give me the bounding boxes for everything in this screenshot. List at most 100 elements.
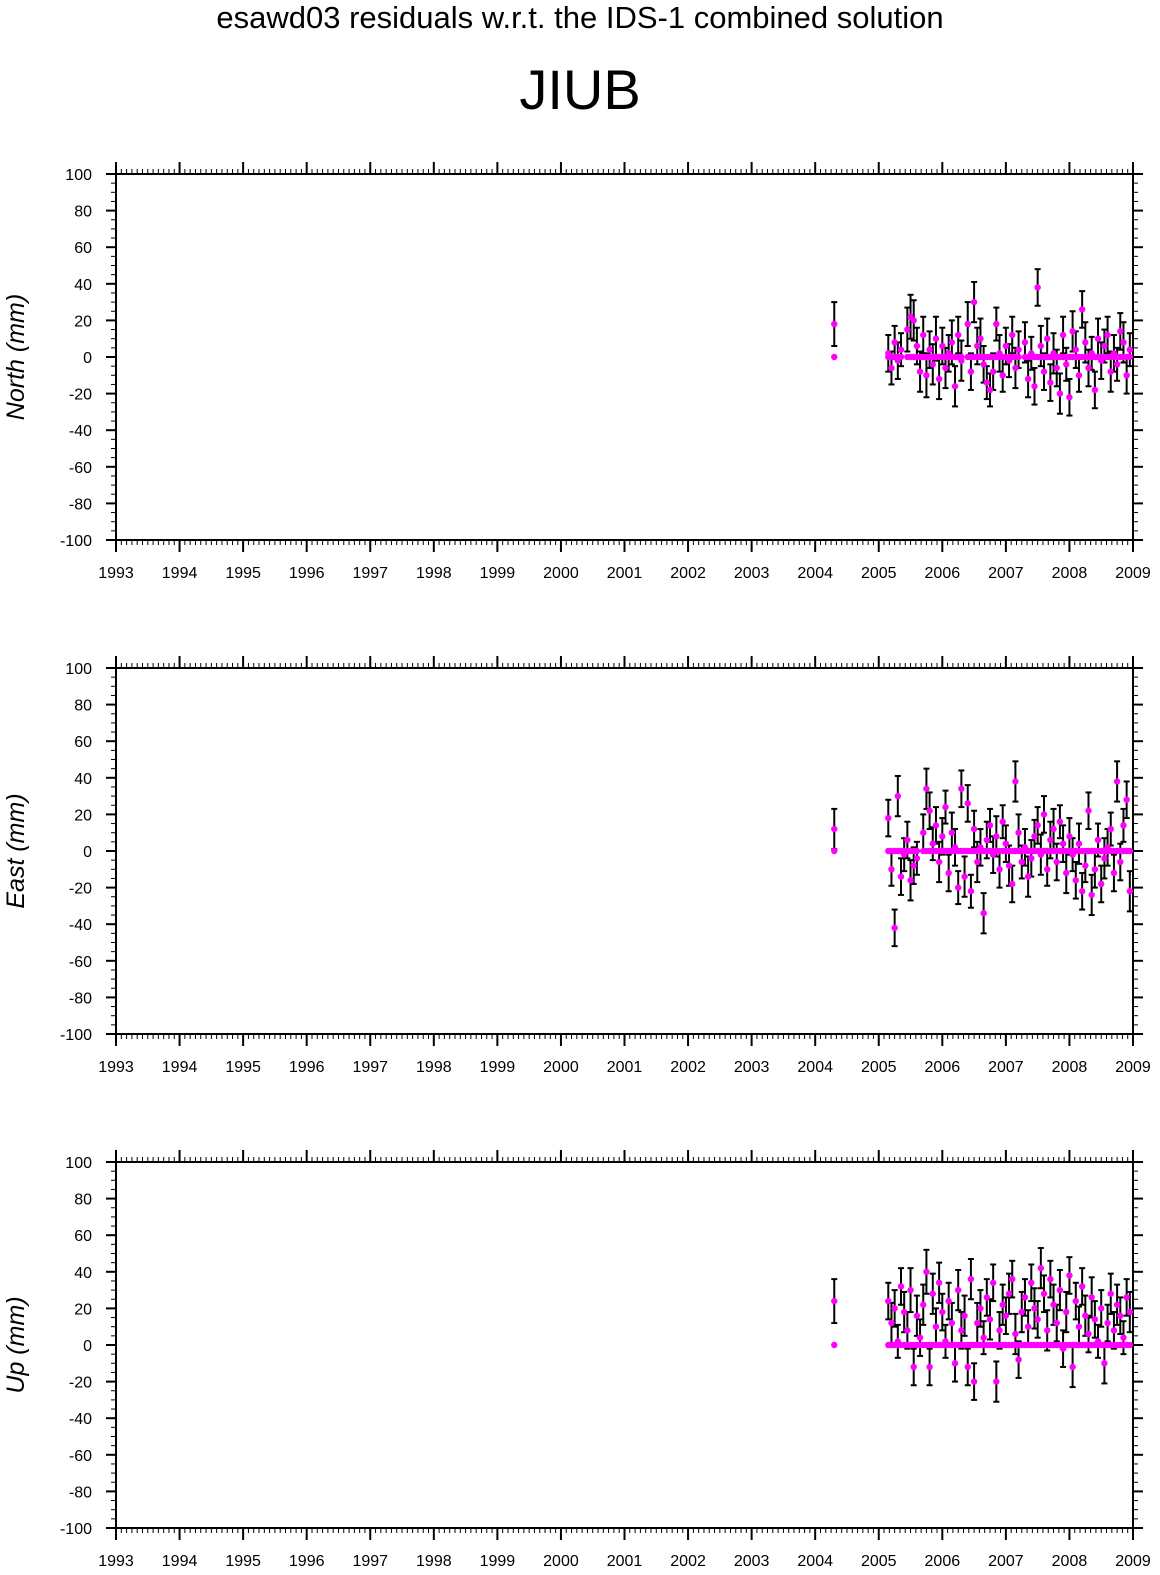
- data-point: [1009, 331, 1016, 339]
- data-point: [926, 1363, 933, 1371]
- data-point: [1056, 818, 1064, 825]
- data-point: [1082, 862, 1089, 869]
- data-point: [980, 361, 987, 368]
- data-point: [970, 298, 978, 306]
- data-point: [983, 1294, 991, 1301]
- data-point: [1005, 862, 1013, 869]
- data-point: [1075, 372, 1083, 379]
- data-point: [1110, 869, 1118, 877]
- data-point: [1002, 840, 1010, 847]
- data-point: [891, 1305, 898, 1312]
- y-tick-label: -20: [69, 387, 92, 404]
- data-point: [1078, 1283, 1086, 1290]
- data-point: [1107, 825, 1114, 833]
- data-point: [1091, 1316, 1099, 1323]
- y-tick-label: 40: [74, 277, 92, 294]
- zero-point: [1126, 353, 1134, 361]
- x-tick-label: 2006: [925, 565, 961, 582]
- y-tick-label: -100: [60, 533, 92, 550]
- y-tick-label: 20: [74, 1301, 92, 1318]
- y-tick-label: 100: [65, 661, 92, 678]
- data-point: [964, 1363, 971, 1371]
- zero-point: [831, 353, 838, 361]
- data-point: [1031, 833, 1038, 840]
- y-tick-label: -20: [69, 1375, 92, 1392]
- data-point: [996, 350, 1003, 357]
- data-point: [1063, 869, 1070, 877]
- data-point: [1069, 328, 1076, 335]
- data-point: [989, 1279, 997, 1286]
- data-point: [942, 803, 949, 811]
- data-point: [945, 350, 952, 357]
- data-point: [923, 372, 930, 379]
- y-tick-label: 0: [83, 350, 92, 367]
- data-point: [894, 357, 902, 364]
- x-tick-label: 1996: [289, 565, 325, 582]
- x-tick-label: 2009: [1115, 565, 1151, 582]
- x-tick-label: 1998: [416, 1553, 452, 1570]
- data-point: [951, 844, 959, 851]
- data-point: [1043, 1327, 1051, 1334]
- data-point: [951, 383, 959, 390]
- zero-point: [913, 847, 921, 855]
- data-point: [980, 1334, 987, 1341]
- data-point: [1117, 858, 1124, 866]
- y-tick-label: 20: [74, 313, 92, 330]
- data-point: [894, 792, 902, 800]
- data-point: [1018, 858, 1025, 866]
- data-point: [1107, 1290, 1114, 1297]
- x-tick-label: 2001: [607, 1059, 643, 1076]
- x-tick-label: 2001: [607, 565, 643, 582]
- data-point: [885, 814, 892, 822]
- data-point: [1047, 379, 1054, 386]
- x-tick-label: 1999: [480, 1059, 516, 1076]
- data-point: [1005, 357, 1013, 364]
- y-tick-label: 60: [74, 734, 92, 751]
- data-point: [1113, 1301, 1121, 1308]
- zero-point: [1015, 353, 1022, 361]
- x-tick-label: 2005: [861, 565, 897, 582]
- data-point: [1085, 364, 1092, 372]
- data-point: [970, 825, 978, 833]
- data-point: [948, 829, 956, 836]
- x-tick-label: 2006: [925, 1553, 961, 1570]
- y-tick-label: 0: [83, 1338, 92, 1355]
- data-point: [1075, 1323, 1083, 1330]
- data-point: [907, 877, 914, 884]
- y-tick-label: -80: [69, 1484, 92, 1501]
- data-point: [1050, 350, 1057, 357]
- data-point: [974, 858, 981, 866]
- data-point: [1021, 844, 1029, 851]
- data-point: [1126, 888, 1134, 895]
- data-point: [894, 1338, 902, 1345]
- panel-up: 1993 1994 1995 1996 1997 1998 1999 2000 2001 2002…: [2, 1150, 1151, 1570]
- data-point: [920, 1301, 927, 1308]
- data-point: [1040, 811, 1048, 818]
- data-point: [1094, 836, 1102, 844]
- data-point: [1056, 1286, 1064, 1294]
- data-point: [1047, 836, 1054, 844]
- x-tick-label: 2005: [861, 1553, 897, 1570]
- data-point: [948, 1319, 956, 1327]
- data-point: [935, 375, 943, 383]
- x-tick-label: 2002: [670, 1059, 706, 1076]
- x-tick-label: 2002: [670, 565, 706, 582]
- x-tick-label: 2004: [797, 565, 833, 582]
- data-point: [977, 844, 984, 851]
- data-point: [1059, 331, 1067, 339]
- data-point: [1082, 1312, 1089, 1319]
- data-point: [955, 1286, 962, 1294]
- x-tick-label: 2002: [670, 1553, 706, 1570]
- data-point: [1021, 339, 1029, 346]
- data-point: [1110, 350, 1118, 357]
- data-point: [999, 818, 1006, 825]
- data-point: [1072, 1297, 1079, 1305]
- data-point: [1120, 1334, 1127, 1341]
- data-point: [913, 1312, 921, 1319]
- y-tick-label: 0: [83, 844, 92, 861]
- data-point: [923, 785, 930, 792]
- data-point: [1072, 346, 1079, 353]
- x-tick-label: 1996: [289, 1553, 325, 1570]
- data-point: [920, 829, 927, 836]
- data-point: [1043, 866, 1051, 873]
